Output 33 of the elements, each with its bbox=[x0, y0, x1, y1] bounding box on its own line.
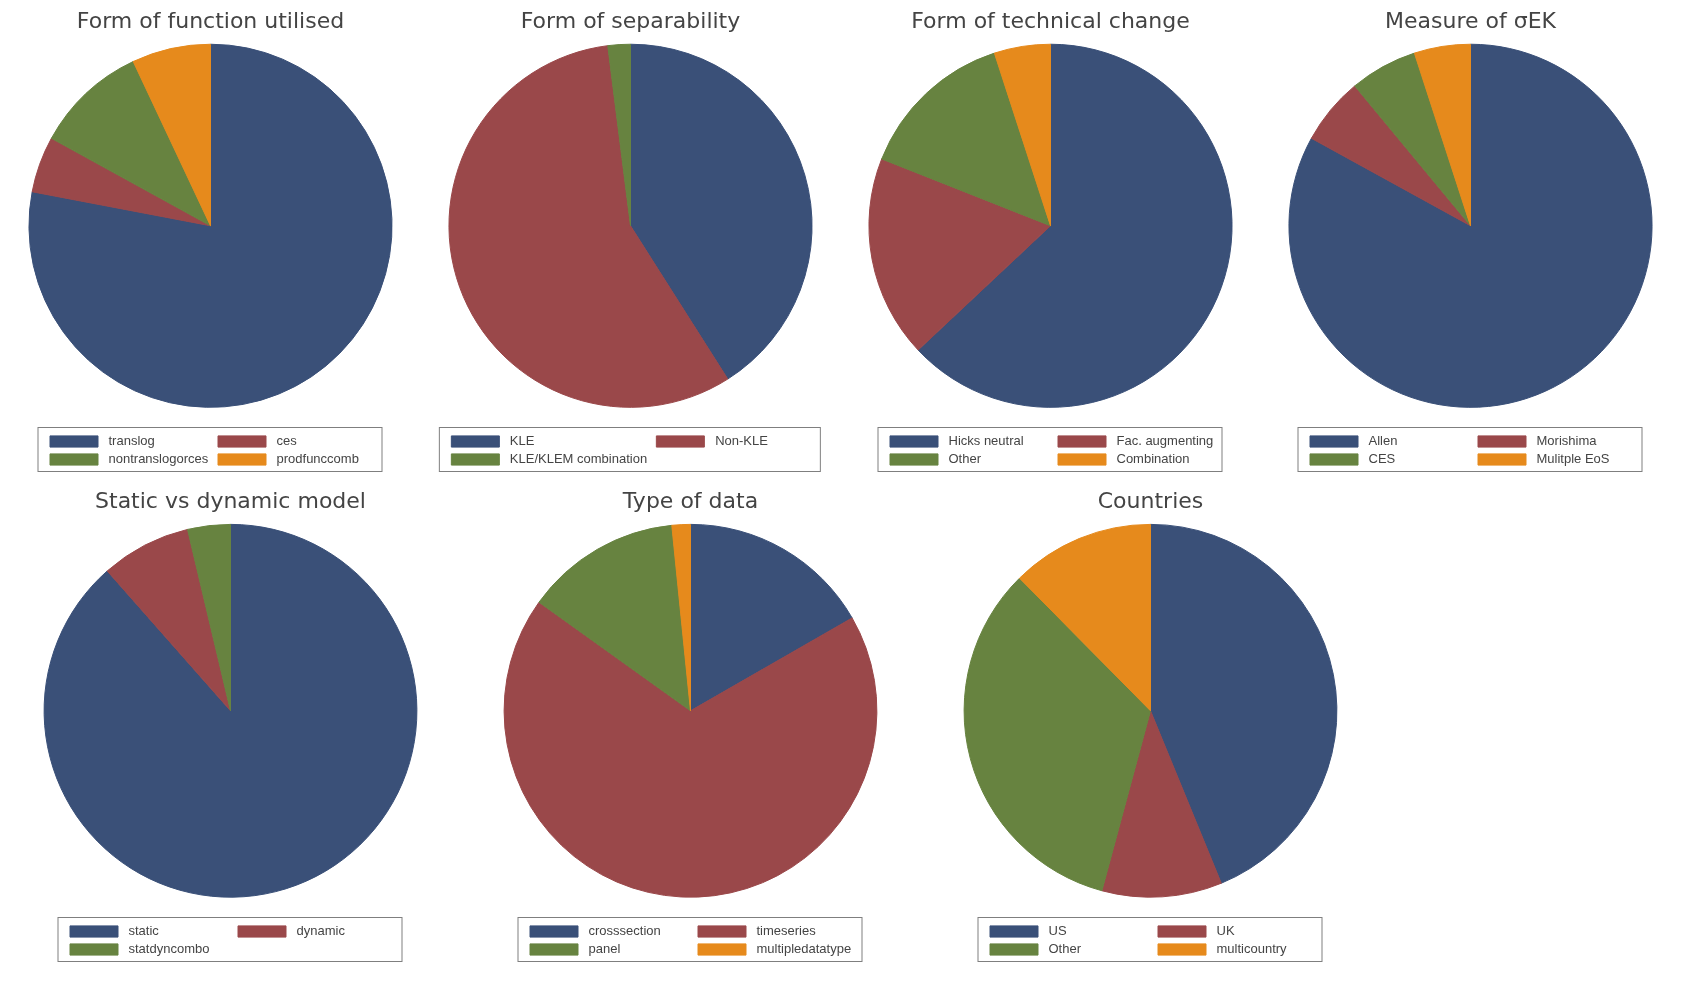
legend-label: Morishima bbox=[1536, 433, 1598, 448]
legend-label: timeseries bbox=[756, 923, 817, 938]
legend-label: translog bbox=[108, 433, 156, 448]
chart-title: Form of technical change bbox=[911, 7, 1190, 33]
legend-label: prodfunccomb bbox=[276, 451, 360, 466]
legend-label: multipledatatype bbox=[756, 941, 853, 956]
legend-label: UK bbox=[1216, 923, 1236, 938]
legend-label: US bbox=[1048, 923, 1068, 938]
legend-label: Other bbox=[948, 451, 982, 466]
chart-title: Static vs dynamic model bbox=[95, 487, 366, 513]
legend-label: Combination bbox=[1116, 451, 1191, 466]
legend-label: dynamic bbox=[296, 923, 346, 938]
chart-title: Measure of σEK bbox=[1385, 7, 1557, 33]
legend-label: CES bbox=[1368, 451, 1397, 466]
legend-label: panel bbox=[588, 941, 622, 956]
legend-label: nontranslogorces bbox=[108, 451, 209, 466]
legend-label: crosssection bbox=[588, 923, 662, 938]
legend-label: statdyncombo bbox=[128, 941, 211, 956]
legend-label: Hicks neutral bbox=[948, 433, 1025, 448]
legend-label: Other bbox=[1048, 941, 1082, 956]
legend-label: KLE/KLEM combination bbox=[509, 451, 648, 466]
legend-label: Mulitple EoS bbox=[1536, 451, 1611, 466]
legend-label: static bbox=[128, 923, 160, 938]
legend-label: KLE bbox=[509, 433, 536, 448]
chart-title: Countries bbox=[1097, 487, 1204, 513]
legend-label: Non-KLE bbox=[715, 433, 769, 448]
legend-label: multicountry bbox=[1216, 941, 1288, 956]
legend-label: Allen bbox=[1368, 433, 1399, 448]
legend-label: ces bbox=[276, 433, 298, 448]
legend-label: Fac. augmenting bbox=[1116, 433, 1215, 448]
chart-title: Form of separability bbox=[520, 7, 741, 33]
chart-title: Type of data bbox=[621, 487, 759, 513]
chart-title: Form of function utilised bbox=[76, 7, 345, 33]
